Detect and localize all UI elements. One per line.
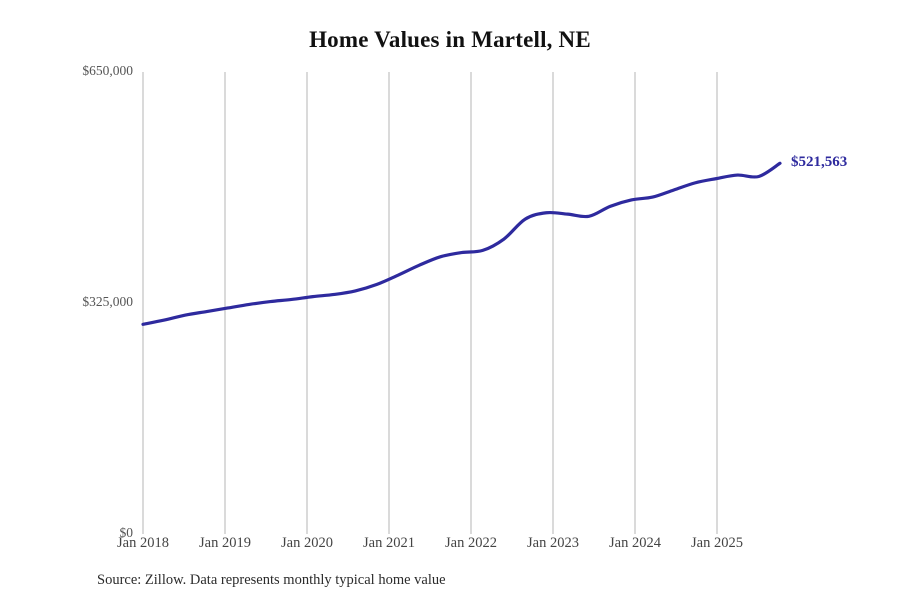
- home-value-line: [141, 161, 782, 326]
- x-axis-tick-label: Jan 2025: [691, 535, 743, 551]
- x-axis-tick-label: Jan 2024: [609, 535, 661, 551]
- gridlines-group: [142, 72, 718, 534]
- x-axis-tick-label: Jan 2021: [363, 535, 415, 551]
- x-axis-tick-label: Jan 2020: [281, 535, 333, 551]
- x-axis-tick-label: Jan 2023: [527, 535, 579, 551]
- end-value-annotation: $521,563: [791, 154, 848, 171]
- y-axis-tick-label: $325,000: [82, 294, 133, 309]
- chart-title: Home Values in Martell, NE: [309, 27, 591, 52]
- x-axis-tick-label: Jan 2022: [445, 535, 497, 551]
- source-note: Source: Zillow. Data represents monthly …: [97, 572, 446, 588]
- x-axis-tick-label: Jan 2018: [117, 535, 169, 551]
- y-axis-tick-label: $650,000: [82, 63, 133, 78]
- x-axis-tick-label: Jan 2019: [199, 535, 251, 551]
- y-axis-tick-label: $0: [119, 525, 134, 540]
